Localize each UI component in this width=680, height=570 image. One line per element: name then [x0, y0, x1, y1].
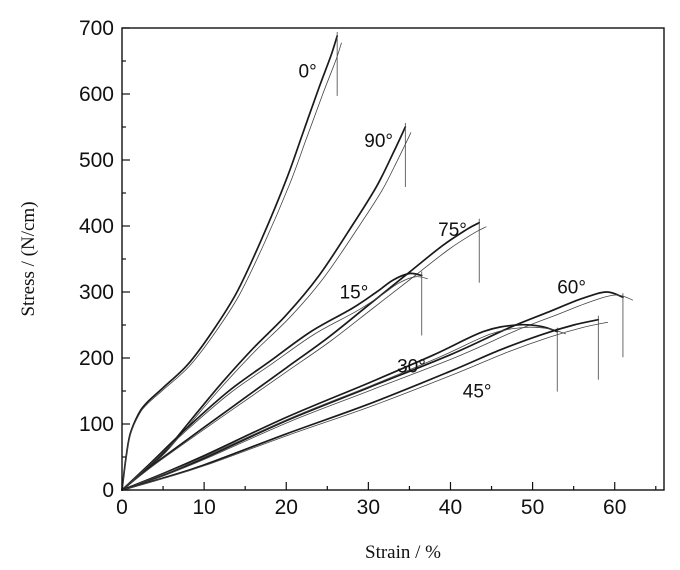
plot-frame [121, 27, 665, 491]
curves [121, 31, 634, 491]
x-tick-label: 50 [521, 496, 544, 519]
y-tick-label: 600 [79, 83, 114, 106]
series-30-replicate-curve [121, 326, 567, 491]
x-tick-label: 60 [603, 496, 626, 519]
series-30-label: 30° [397, 357, 426, 378]
series-0-curve [121, 35, 339, 491]
y-tick-label: 300 [79, 281, 114, 304]
axis-ticks: 0 100 200 300 400 500 600 700 0 10 20 30 40 50 60 [79, 17, 657, 519]
y-tick-label: 700 [79, 17, 114, 40]
series-15-label: 15° [340, 283, 369, 304]
series-90-label: 90° [364, 131, 393, 152]
series-45-label: 45° [463, 382, 492, 403]
x-tick-label: 0 [116, 496, 128, 519]
series-45-curve [121, 318, 600, 491]
x-tick-label: 20 [275, 496, 298, 519]
series-15-replicate-curve [121, 276, 428, 491]
x-tick-label: 10 [192, 496, 215, 519]
y-tick-label: 0 [102, 479, 114, 502]
x-tick-label: 40 [439, 496, 462, 519]
series-60-curve [121, 291, 624, 491]
series-labels: 0° 90° 75° 15° 60° 30° 45° [299, 62, 586, 403]
series-75-label: 75° [438, 220, 467, 241]
series-0-replicate-curve [121, 42, 342, 491]
series-60-label: 60° [557, 277, 586, 298]
y-tick-label: 100 [79, 413, 114, 436]
series-60-replicate-curve [121, 294, 634, 491]
x-tick-label: 30 [357, 496, 380, 519]
series-0-label: 0° [299, 62, 317, 83]
series-90-curve [121, 126, 407, 491]
x-axis-title: Strain / % [365, 542, 441, 563]
y-axis-title: Stress / (N/cm) [18, 201, 39, 316]
series-90-replicate-curve [121, 132, 412, 491]
series-75-replicate-curve [121, 226, 487, 491]
y-tick-label: 500 [79, 149, 114, 172]
y-tick-label: 200 [79, 347, 114, 370]
y-tick-label: 400 [79, 215, 114, 238]
series-15-curve [121, 272, 423, 491]
series-45-replicate-curve [121, 321, 608, 491]
series-30-curve [121, 323, 559, 491]
series-75-curve [121, 221, 481, 491]
